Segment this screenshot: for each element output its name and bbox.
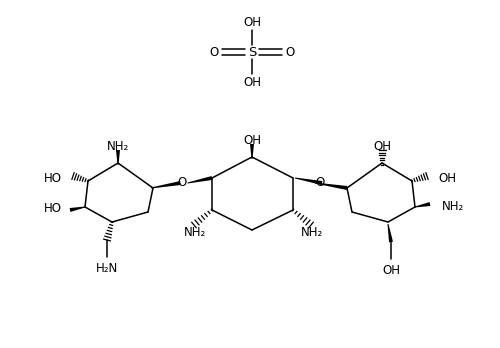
Text: OH: OH xyxy=(243,16,261,29)
Text: HO: HO xyxy=(44,172,62,184)
Text: OH: OH xyxy=(438,172,456,184)
Polygon shape xyxy=(388,224,393,242)
Text: NH₂: NH₂ xyxy=(442,200,464,214)
Text: OH: OH xyxy=(373,141,391,153)
Polygon shape xyxy=(415,202,430,207)
Text: NH₂: NH₂ xyxy=(301,226,323,238)
Polygon shape xyxy=(188,176,212,183)
Polygon shape xyxy=(116,150,120,165)
Text: O: O xyxy=(178,175,187,189)
Text: NH₂: NH₂ xyxy=(107,141,129,153)
Polygon shape xyxy=(250,144,254,159)
Text: NH₂: NH₂ xyxy=(184,226,206,238)
Polygon shape xyxy=(151,181,181,189)
Text: O: O xyxy=(316,175,324,189)
Text: HO: HO xyxy=(44,201,62,214)
Text: H₂N: H₂N xyxy=(96,261,118,275)
Polygon shape xyxy=(70,206,85,212)
Text: OH: OH xyxy=(243,76,261,88)
Text: OH: OH xyxy=(382,263,400,277)
Polygon shape xyxy=(315,182,348,190)
Text: O: O xyxy=(286,46,294,58)
Text: OH: OH xyxy=(243,134,261,148)
Text: O: O xyxy=(210,46,218,58)
Text: S: S xyxy=(248,46,256,58)
Polygon shape xyxy=(295,177,322,185)
